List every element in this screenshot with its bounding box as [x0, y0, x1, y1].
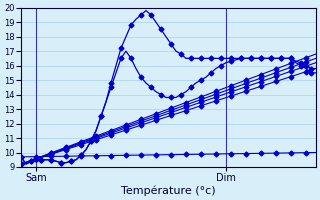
X-axis label: Température (°c): Température (°c)	[121, 185, 216, 196]
